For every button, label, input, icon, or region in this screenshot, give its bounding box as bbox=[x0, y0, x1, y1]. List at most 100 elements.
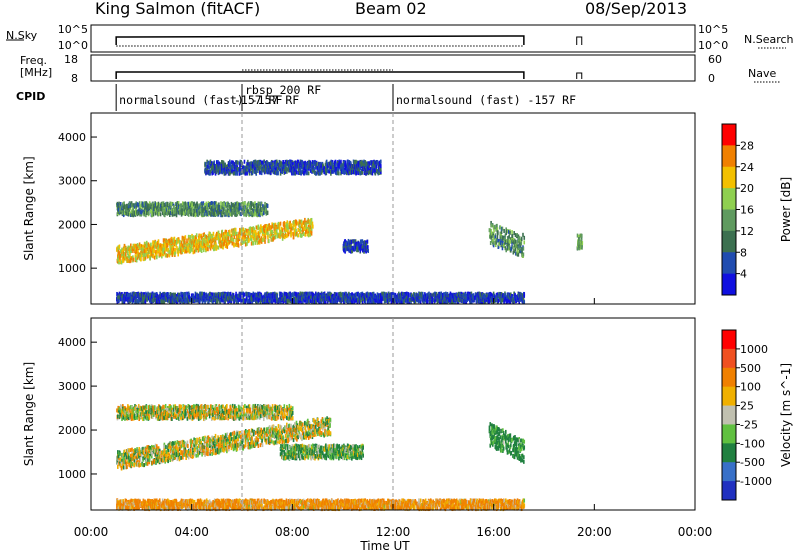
power-cell bbox=[226, 167, 229, 172]
power-cell bbox=[362, 247, 364, 252]
power-cell bbox=[135, 201, 138, 206]
freq-tick-high: 18 bbox=[64, 53, 78, 66]
power-cell bbox=[352, 164, 354, 169]
power-cell bbox=[176, 201, 179, 206]
power-cell bbox=[213, 166, 216, 171]
power-cell bbox=[266, 170, 269, 175]
power-cell bbox=[162, 249, 164, 254]
power-cell bbox=[348, 240, 351, 245]
power-cell bbox=[258, 234, 260, 239]
power-cell bbox=[302, 220, 305, 225]
power-cell bbox=[137, 211, 140, 216]
power-cell bbox=[346, 171, 348, 176]
power-cell bbox=[267, 161, 270, 166]
power-cell bbox=[363, 242, 366, 247]
power-cell bbox=[260, 162, 263, 167]
power-cell bbox=[286, 233, 289, 238]
power-cell bbox=[128, 254, 130, 259]
power-cell bbox=[241, 299, 243, 304]
power-cell bbox=[174, 206, 177, 211]
power-cell bbox=[254, 236, 257, 241]
power-cell bbox=[304, 229, 307, 234]
power-cell bbox=[222, 161, 225, 166]
power-cell bbox=[310, 217, 313, 222]
power-cell bbox=[202, 207, 205, 212]
power-cell bbox=[213, 165, 215, 170]
power-cell bbox=[215, 292, 217, 297]
power-cell bbox=[258, 201, 261, 206]
power-cell bbox=[334, 159, 337, 164]
power-cell bbox=[320, 164, 323, 169]
power-cell bbox=[364, 167, 367, 172]
power-cell bbox=[265, 209, 268, 214]
power-cell bbox=[309, 225, 312, 230]
power-cell bbox=[168, 250, 171, 255]
power-cell bbox=[186, 238, 188, 243]
power-cell bbox=[247, 209, 249, 214]
power-cell bbox=[500, 243, 502, 248]
power-cell bbox=[156, 253, 158, 258]
power-cell bbox=[117, 245, 120, 250]
power-cell bbox=[304, 232, 307, 237]
power-cell bbox=[165, 238, 168, 243]
power-cell bbox=[155, 299, 157, 304]
power-cell bbox=[297, 221, 299, 226]
power-cell bbox=[495, 240, 497, 245]
power-cell bbox=[344, 162, 347, 167]
power-cell bbox=[231, 228, 233, 233]
power-cell bbox=[244, 228, 247, 233]
power-cell bbox=[218, 239, 220, 244]
power-cell bbox=[325, 167, 328, 172]
power-cell bbox=[158, 207, 161, 212]
power-cell bbox=[266, 168, 269, 173]
power-cell bbox=[287, 232, 290, 237]
power-cell bbox=[179, 205, 182, 210]
power-cell bbox=[178, 249, 180, 254]
power-cell bbox=[326, 162, 329, 167]
power-cell bbox=[129, 296, 131, 301]
power-cell bbox=[202, 237, 204, 242]
power-cell bbox=[153, 249, 156, 254]
power-cell bbox=[219, 166, 221, 171]
power-cell bbox=[120, 260, 123, 265]
power-cell bbox=[183, 246, 186, 251]
power-cell bbox=[129, 211, 131, 216]
power-cell bbox=[204, 234, 206, 239]
power-cell bbox=[162, 292, 165, 297]
power-cell bbox=[152, 298, 155, 303]
power-cell bbox=[508, 234, 510, 239]
power-cell bbox=[167, 206, 170, 211]
power-cell bbox=[146, 295, 149, 300]
power-cell bbox=[241, 208, 243, 213]
power-cell bbox=[162, 299, 165, 304]
power-cell bbox=[243, 159, 246, 164]
power-cell bbox=[125, 211, 127, 216]
power-cell bbox=[148, 211, 150, 216]
power-cell bbox=[330, 164, 332, 169]
power-cell bbox=[274, 222, 277, 227]
power-cell bbox=[274, 163, 276, 168]
power-cell bbox=[119, 249, 122, 254]
power-cell bbox=[174, 202, 177, 207]
power-cell bbox=[226, 242, 228, 247]
power-cell bbox=[156, 240, 159, 245]
power-cell bbox=[148, 249, 151, 254]
power-cell bbox=[229, 161, 232, 166]
power-cell bbox=[235, 212, 237, 217]
power-cell bbox=[249, 229, 252, 234]
power-cell bbox=[183, 205, 186, 210]
power-cell bbox=[506, 246, 509, 251]
power-cell bbox=[161, 201, 164, 206]
power-cell bbox=[493, 228, 495, 233]
power-cell bbox=[247, 235, 250, 240]
power-cell bbox=[510, 246, 513, 251]
power-cell bbox=[217, 162, 219, 167]
power-cell bbox=[364, 160, 367, 165]
power-cell bbox=[512, 240, 515, 245]
power-cell bbox=[247, 239, 249, 244]
power-cell bbox=[224, 162, 226, 167]
power-cell bbox=[122, 259, 124, 264]
power-cell bbox=[136, 255, 139, 260]
power-cell bbox=[267, 227, 269, 232]
power-cell bbox=[214, 240, 217, 245]
